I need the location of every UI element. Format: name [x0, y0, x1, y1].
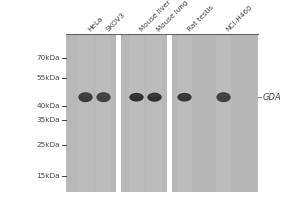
- Ellipse shape: [96, 92, 111, 102]
- Bar: [129, 34, 144, 192]
- Bar: [78, 34, 93, 192]
- Bar: [147, 34, 162, 192]
- Ellipse shape: [218, 94, 229, 97]
- Text: 35kDa: 35kDa: [37, 117, 60, 123]
- Text: NCI-H460: NCI-H460: [225, 4, 254, 33]
- Text: Mouse liver: Mouse liver: [138, 0, 172, 33]
- Text: Mouse lung: Mouse lung: [156, 0, 190, 33]
- Ellipse shape: [177, 93, 192, 102]
- Text: 25kDa: 25kDa: [37, 142, 60, 148]
- Text: HeLa: HeLa: [87, 16, 104, 33]
- Ellipse shape: [131, 94, 142, 97]
- Text: 15kDa: 15kDa: [37, 173, 60, 179]
- Bar: [66, 34, 258, 192]
- Ellipse shape: [129, 93, 144, 102]
- Ellipse shape: [149, 94, 160, 97]
- Ellipse shape: [80, 94, 91, 97]
- Ellipse shape: [216, 92, 231, 102]
- Bar: [216, 34, 231, 192]
- Ellipse shape: [147, 93, 162, 102]
- Ellipse shape: [98, 94, 109, 97]
- Bar: [96, 34, 111, 192]
- Text: 40kDa: 40kDa: [37, 103, 60, 109]
- Text: Rat testis: Rat testis: [186, 5, 214, 33]
- Text: SKOV3: SKOV3: [105, 12, 126, 33]
- Text: GDA: GDA: [262, 93, 281, 102]
- Ellipse shape: [78, 92, 93, 102]
- Text: 70kDa: 70kDa: [37, 55, 60, 61]
- Bar: [167, 34, 172, 192]
- Bar: [116, 34, 121, 192]
- Bar: [177, 34, 192, 192]
- Text: 55kDa: 55kDa: [37, 75, 60, 81]
- Ellipse shape: [179, 94, 190, 97]
